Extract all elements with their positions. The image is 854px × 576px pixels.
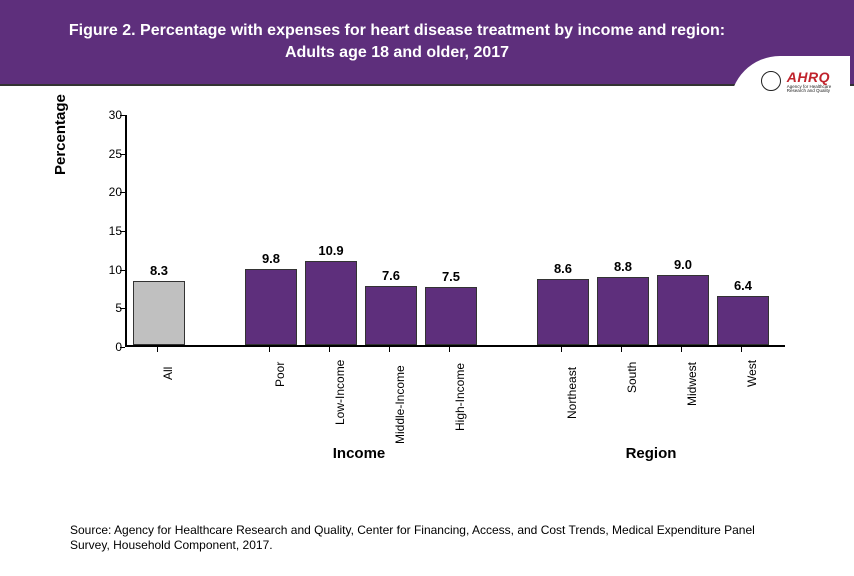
y-tick-label: 0 [100, 340, 122, 354]
bar [597, 277, 649, 345]
figure-title: Figure 2. Percentage with expenses for h… [60, 20, 734, 65]
hhs-icon [761, 71, 781, 91]
y-tick-label: 30 [100, 108, 122, 122]
bar [717, 296, 769, 345]
bar [133, 281, 185, 345]
group-label: Region [535, 445, 767, 462]
ahrq-text: AHRQ Agency for Healthcare Research and … [787, 69, 832, 94]
plot-region: 8.3 9.810.97.67.5 8.68.89.06.4 [125, 115, 785, 347]
y-tick-label: 5 [100, 301, 122, 315]
y-axis-label: Percentage [52, 94, 69, 175]
x-tick-mark [561, 347, 562, 352]
bar [245, 269, 297, 345]
y-tick-mark [120, 115, 125, 116]
bar-value-label: 6.4 [713, 278, 773, 293]
chart-area: Percentage 8.39.810.97.67.58.68.89.06.4 … [70, 115, 790, 445]
y-tick-mark [120, 270, 125, 271]
x-tick-mark [269, 347, 270, 352]
x-tick-mark [621, 347, 622, 352]
x-tick-mark [449, 347, 450, 352]
bar-value-label: 10.9 [301, 243, 361, 258]
bar [425, 287, 477, 345]
bar [537, 279, 589, 346]
bar [657, 275, 709, 345]
y-tick-label: 20 [100, 185, 122, 199]
x-tick-label: Low-Income [333, 360, 347, 425]
bar-value-label: 8.3 [129, 263, 189, 278]
x-tick-label: Northeast [565, 367, 579, 419]
bar-value-label: 7.6 [361, 268, 421, 283]
x-tick-label: All [161, 367, 175, 380]
y-tick-mark [120, 154, 125, 155]
x-tick-label: Poor [273, 361, 287, 386]
bar-value-label: 8.8 [593, 259, 653, 274]
y-tick-mark [120, 347, 125, 348]
header-banner: Figure 2. Percentage with expenses for h… [0, 0, 854, 86]
x-tick-mark [741, 347, 742, 352]
x-tick-mark [389, 347, 390, 352]
x-tick-mark [681, 347, 682, 352]
x-tick-mark [157, 347, 158, 352]
y-tick-label: 25 [100, 147, 122, 161]
bar [305, 261, 357, 345]
bar [365, 286, 417, 345]
y-tick-mark [120, 192, 125, 193]
x-tick-mark [329, 347, 330, 352]
bar-value-label: 8.6 [533, 261, 593, 276]
ahrq-brand: AHRQ [787, 69, 830, 85]
x-tick-label: Middle-Income [393, 365, 407, 444]
bar-value-label: 7.5 [421, 269, 481, 284]
y-tick-label: 10 [100, 263, 122, 277]
bar-value-label: 9.0 [653, 257, 713, 272]
group-label: Income [243, 445, 475, 462]
y-tick-label: 15 [100, 224, 122, 238]
ahrq-logo: AHRQ Agency for Healthcare Research and … [730, 56, 850, 106]
x-tick-label: West [745, 359, 759, 386]
y-tick-mark [120, 308, 125, 309]
x-tick-label: High-Income [453, 363, 467, 431]
ahrq-sub2: Research and Quality [787, 89, 830, 94]
bar-value-label: 9.8 [241, 251, 301, 266]
source-text: Source: Agency for Healthcare Research a… [70, 523, 790, 554]
x-tick-label: Midwest [685, 362, 699, 406]
y-tick-mark [120, 231, 125, 232]
x-tick-label: South [625, 362, 639, 393]
